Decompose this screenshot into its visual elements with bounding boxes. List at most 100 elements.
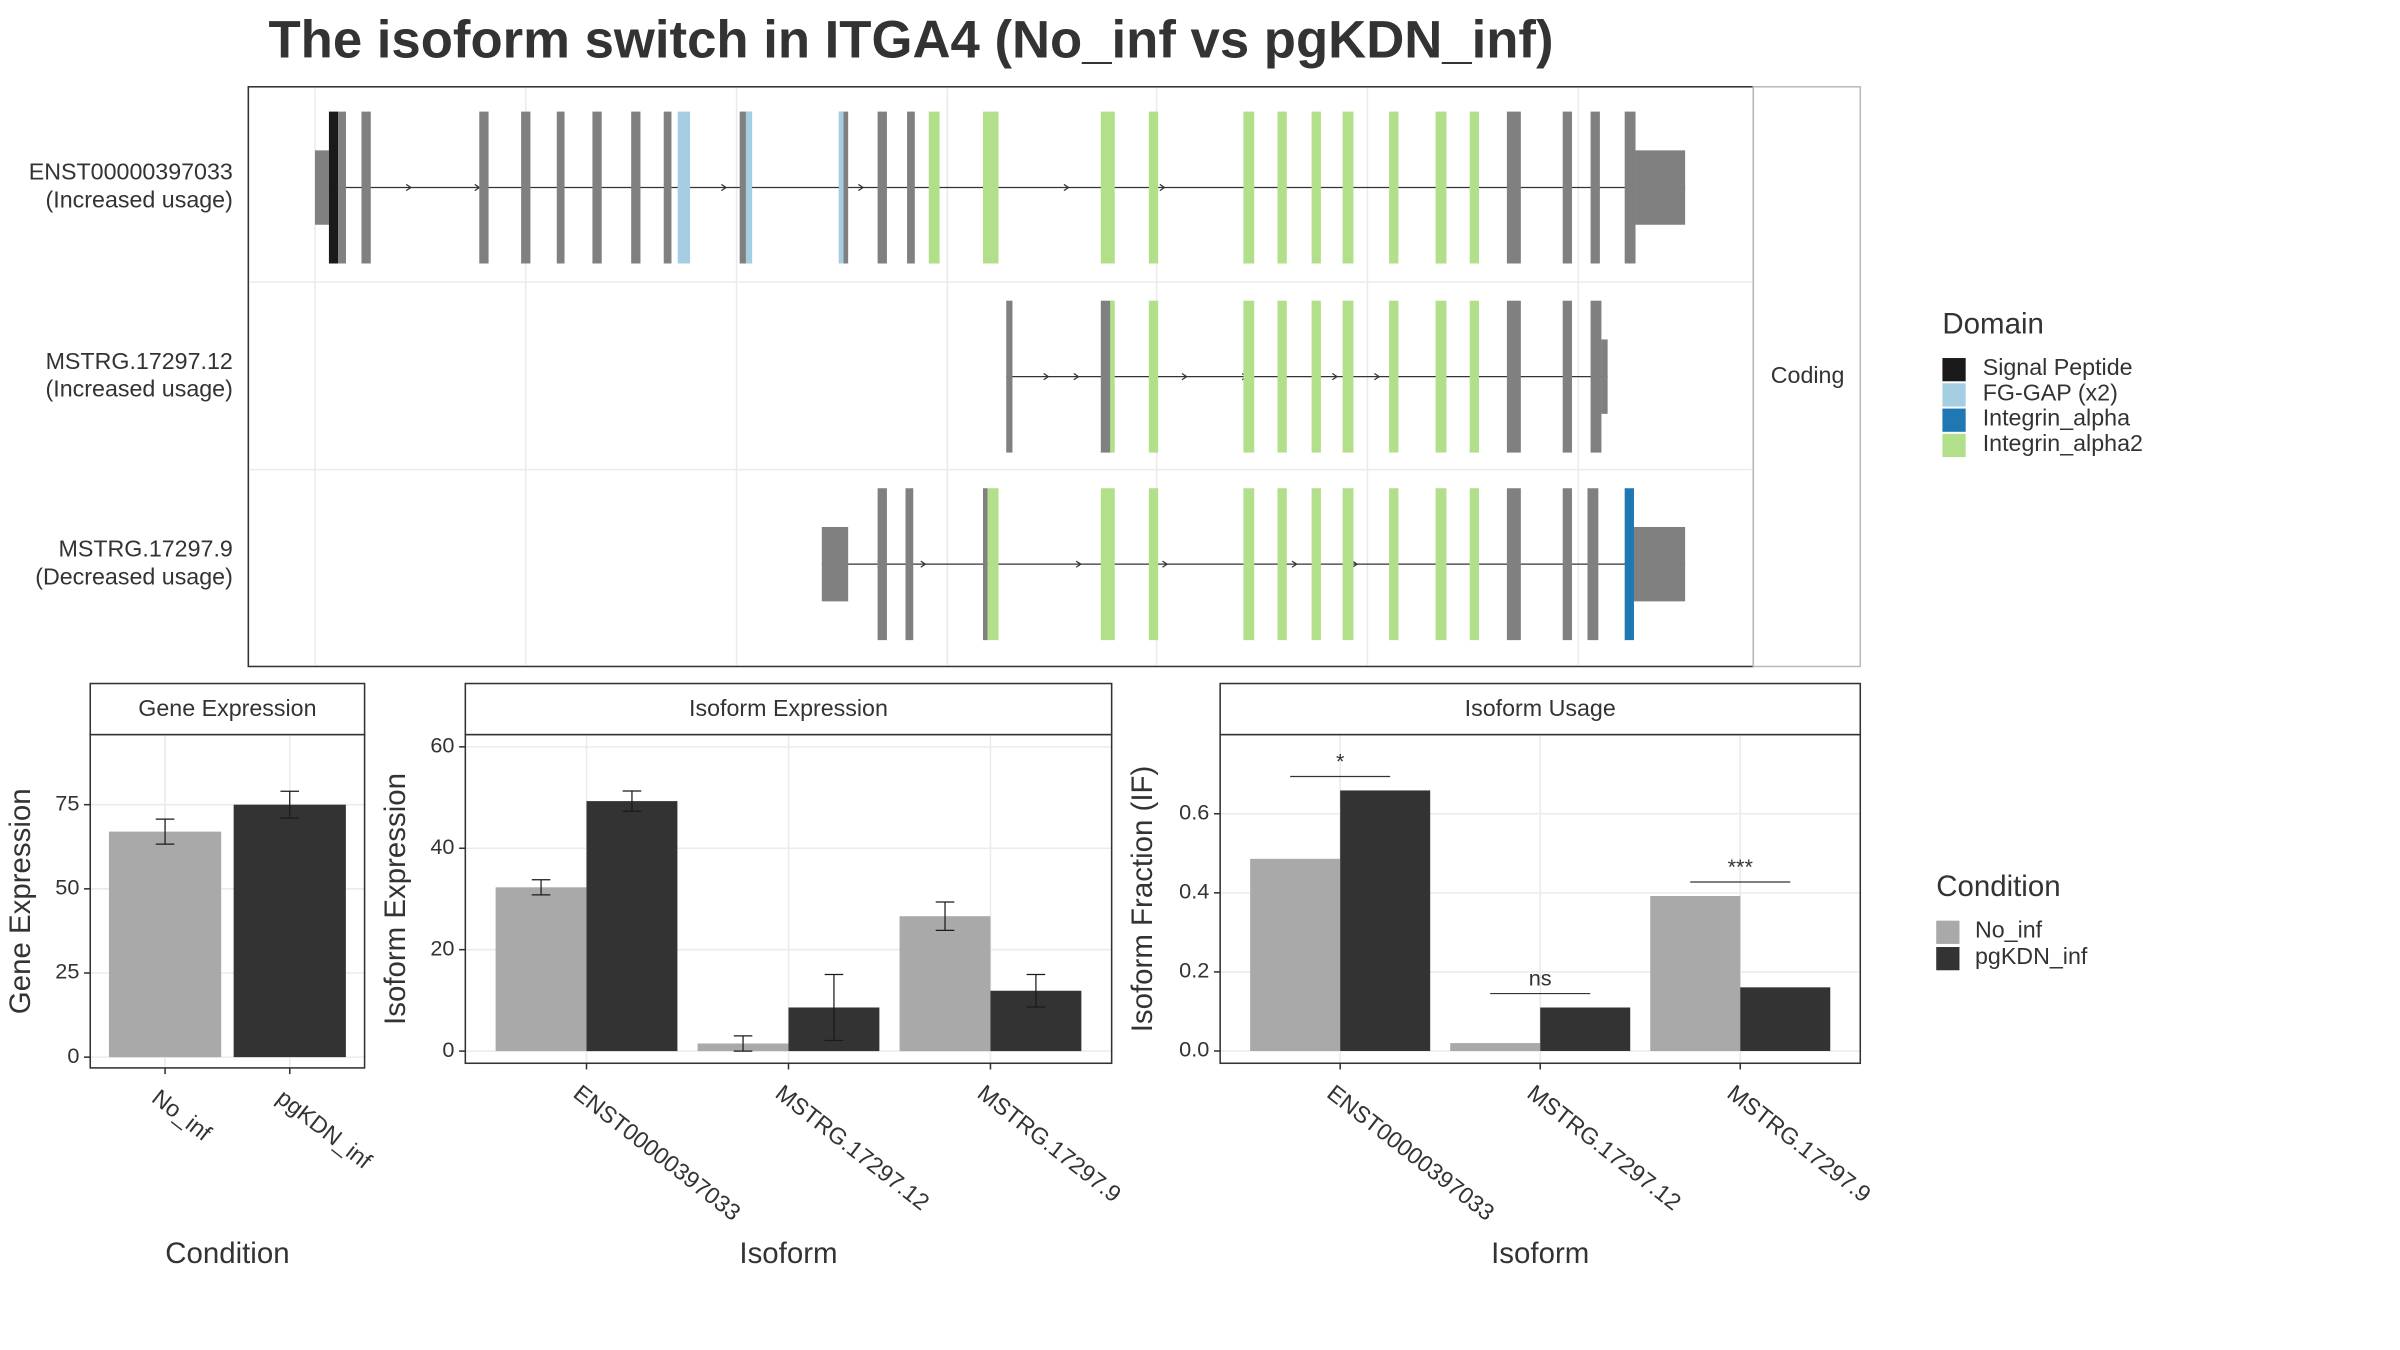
transcript-usage: (Increased usage) bbox=[46, 376, 233, 402]
exon bbox=[328, 111, 339, 264]
exon bbox=[1311, 300, 1321, 453]
strand-arrow bbox=[920, 560, 927, 568]
y-tick-label: 0.6 bbox=[1179, 799, 1209, 824]
x-tick-label: pgKDN_inf bbox=[272, 1084, 377, 1174]
strand-arrow bbox=[1063, 183, 1070, 192]
y-tick-label: 0.4 bbox=[1179, 879, 1209, 904]
x-axis-title: Isoform bbox=[739, 1237, 837, 1270]
bar bbox=[1340, 790, 1431, 1052]
exon bbox=[1277, 111, 1287, 264]
exon bbox=[905, 488, 914, 641]
legend-label: FG-GAP (x2) bbox=[1983, 379, 2118, 405]
bar bbox=[899, 916, 991, 1052]
significance-label: * bbox=[1336, 748, 1345, 773]
exon bbox=[631, 111, 641, 264]
y-tick-label: 0.0 bbox=[1179, 1037, 1209, 1062]
exon bbox=[1590, 111, 1600, 264]
exon bbox=[1243, 488, 1255, 641]
exon bbox=[1389, 300, 1399, 453]
exon bbox=[907, 111, 915, 264]
exon bbox=[1100, 488, 1115, 641]
x-tick-label: No_inf bbox=[147, 1084, 216, 1146]
exon bbox=[983, 488, 988, 641]
bar bbox=[495, 887, 587, 1052]
x-axis-title: Condition bbox=[165, 1237, 289, 1270]
exon bbox=[877, 488, 887, 641]
legend-swatch bbox=[1942, 408, 1966, 432]
exon bbox=[314, 150, 329, 225]
y-tick-label: 60 bbox=[430, 733, 454, 758]
strand-arrow bbox=[1374, 373, 1381, 381]
exon bbox=[1469, 488, 1479, 641]
exon bbox=[1562, 111, 1572, 264]
exon bbox=[1562, 300, 1572, 453]
y-axis-title: Gene Expression bbox=[4, 788, 37, 1014]
exon bbox=[1435, 111, 1447, 264]
strip bbox=[1219, 682, 1862, 736]
bar bbox=[1540, 1007, 1631, 1052]
exon bbox=[1277, 488, 1287, 641]
bar bbox=[1740, 987, 1831, 1052]
exon bbox=[1243, 111, 1255, 264]
exon bbox=[1624, 488, 1634, 641]
exon bbox=[1635, 150, 1686, 225]
error-bar bbox=[531, 879, 551, 896]
exon bbox=[1587, 488, 1599, 641]
y-axis-title: Isoform Fraction (IF) bbox=[1126, 766, 1159, 1033]
error-bar bbox=[622, 790, 642, 812]
exon bbox=[592, 111, 602, 264]
exon bbox=[1311, 488, 1321, 641]
facet-label: Coding bbox=[1771, 362, 1845, 388]
condition-legend-title: Condition bbox=[1936, 870, 2060, 903]
exon bbox=[1311, 111, 1321, 264]
strand-arrow bbox=[1162, 560, 1169, 568]
bar bbox=[1250, 858, 1341, 1052]
error-bar bbox=[935, 901, 955, 932]
strand-arrow bbox=[858, 183, 865, 192]
strand-arrow bbox=[1075, 560, 1082, 568]
panel-title: Gene Expression bbox=[138, 695, 316, 721]
bar bbox=[586, 801, 678, 1052]
legend-label: pgKDN_inf bbox=[1975, 943, 2088, 969]
exon bbox=[556, 111, 565, 264]
bar bbox=[1450, 1043, 1541, 1052]
exon bbox=[838, 111, 844, 264]
exon bbox=[1624, 111, 1636, 264]
transcript-usage: (Increased usage) bbox=[46, 187, 233, 213]
x-tick-label: MSTRG.17297.9 bbox=[1723, 1079, 1876, 1207]
error-bar bbox=[824, 973, 844, 1042]
exon bbox=[1469, 111, 1479, 264]
exon bbox=[1100, 111, 1115, 264]
strand-arrow bbox=[1332, 373, 1339, 381]
exon bbox=[987, 488, 999, 641]
x-tick-label: ENST00000397033 bbox=[1322, 1079, 1499, 1225]
exon bbox=[983, 111, 999, 264]
exon bbox=[1562, 488, 1572, 641]
legend-label: Signal Peptide bbox=[1983, 354, 2133, 380]
exon bbox=[361, 111, 371, 264]
exon bbox=[1389, 488, 1399, 641]
exon bbox=[1601, 339, 1608, 414]
plot-border bbox=[1219, 733, 1862, 1065]
exon bbox=[928, 111, 940, 264]
exon bbox=[745, 111, 753, 264]
exon bbox=[821, 526, 849, 602]
exon bbox=[1277, 300, 1287, 453]
y-tick-label: 0.2 bbox=[1179, 958, 1209, 983]
bar bbox=[233, 804, 346, 1058]
strand-arrow bbox=[1043, 373, 1050, 381]
strand-arrow bbox=[1073, 373, 1080, 381]
exon bbox=[338, 111, 346, 264]
figure-title: The isoform switch in ITGA4 (No_inf vs p… bbox=[268, 10, 1553, 69]
strip bbox=[464, 682, 1113, 736]
exon bbox=[1342, 111, 1354, 264]
legend-swatch bbox=[1942, 433, 1966, 458]
y-tick-label: 25 bbox=[55, 959, 79, 984]
bar bbox=[1650, 896, 1741, 1052]
exon bbox=[1506, 300, 1521, 453]
exon bbox=[1243, 300, 1255, 453]
exon bbox=[1389, 111, 1399, 264]
y-tick-label: 50 bbox=[55, 875, 79, 900]
exon bbox=[521, 111, 531, 264]
